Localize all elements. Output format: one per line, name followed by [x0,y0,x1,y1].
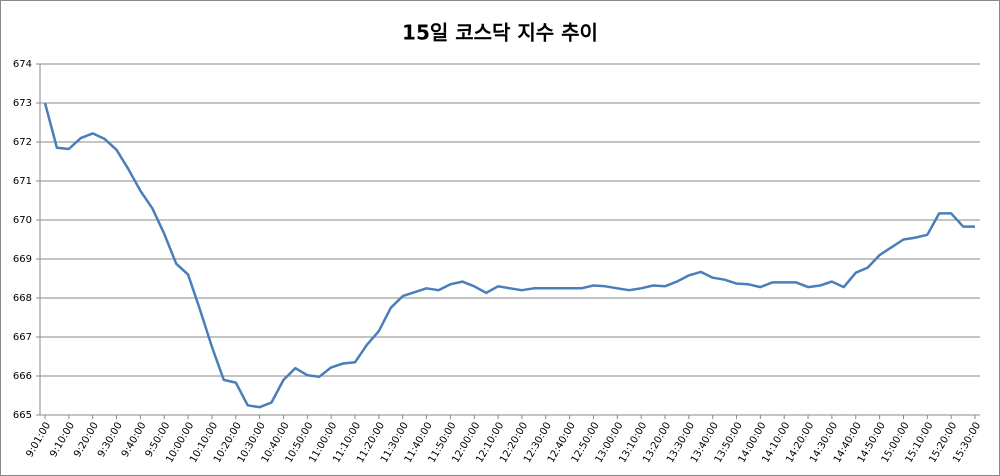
y-tick-label: 670 [13,215,32,226]
y-tick-label: 666 [13,371,32,382]
y-tick-label: 672 [13,137,32,148]
y-tick-label: 673 [13,98,32,109]
y-tick-label: 669 [13,254,32,265]
y-tick-label: 674 [13,59,32,70]
y-tick-label: 668 [13,293,32,304]
data-line [43,102,975,409]
y-tick-label: 665 [13,410,32,421]
y-tick-label: 671 [13,176,32,187]
chart-title: 15일 코스닥 지수 추이 [402,21,598,45]
y-tick-label: 667 [13,332,32,343]
